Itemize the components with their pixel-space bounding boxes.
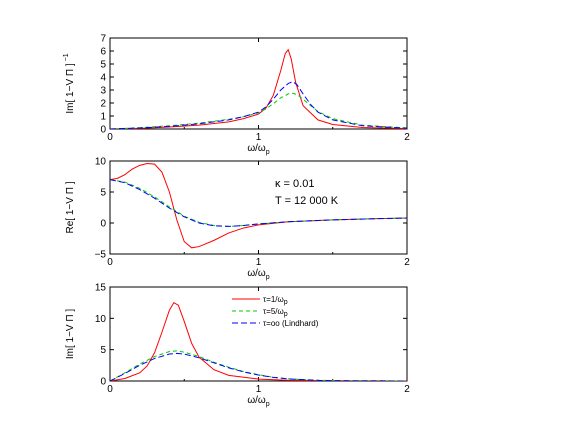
legend: τ=1/ωpτ=5/ωpτ=oo (Lindhard) [232,295,319,328]
y-axis-label: Im[ 1−V Π ] −1 [63,53,76,113]
x-tick-label: 0 [107,384,113,395]
y-tick-label: 0 [100,125,106,136]
panel-3: 0 1 2 0 5 10 15 ω/ωp Im[ 1−V Π ] τ=1/ωpτ=5/ωpτ=oo… [65,283,410,409]
annotation-1: κ = 0.01 [275,178,314,190]
y-tick-label: 3 [100,86,106,97]
y-tick-label: 5 [100,188,106,199]
x-tick-label: 0 [107,132,113,143]
y-tick-label: 0 [100,377,106,388]
series-line-1 [110,301,407,381]
y-tick-label: 10 [95,314,107,325]
x-tick-label: 2 [404,384,410,395]
x-tick-label: 1 [256,132,262,143]
x-tick-label: 1 [256,384,262,395]
y-tick-label: 4 [100,73,106,84]
plot-frame [109,37,408,130]
y-tick-label: 6 [100,47,106,58]
series-line-3 [110,352,407,381]
plot-frame [109,286,408,382]
x-tick-label: 2 [404,257,410,268]
y-tick-label: 15 [95,283,107,294]
x-tick-label: 2 [404,132,410,143]
series-line-3 [110,80,407,129]
y-tick-label: 0 [100,219,106,230]
series-line-2 [110,92,407,129]
y-tick-label: 1 [100,112,106,123]
y-tick-label: 2 [100,99,106,110]
y-tick-label: 5 [100,345,106,356]
x-tick-label: 0 [107,257,113,268]
annotation-2: T = 12 000 K [275,195,339,207]
y-axis-label: Re[ 1−V Π ] [65,181,76,233]
series-line-1 [110,162,407,249]
y-tick-label: 10 [95,157,107,168]
series-line-1 [110,48,407,129]
x-axis-label: ω/ωp [247,268,269,281]
plot-frame [109,160,408,255]
x-axis-label: ω/ωp [247,395,269,408]
legend-label-1: τ=1/ωp [263,295,288,306]
y-tick-label: −5 [95,250,107,261]
x-tick-label: 1 [256,257,262,268]
series-line-2 [110,350,407,381]
series-line-3 [110,179,407,227]
y-axis-label: Im[ 1−V Π ] [65,309,76,360]
x-axis-label: ω/ωp [247,143,269,156]
legend-label-3: τ=oo (Lindhard) [263,319,319,328]
legend-label-2: τ=5/ωp [263,307,288,318]
y-tick-label: 7 [100,34,106,45]
y-tick-label: 5 [100,60,106,71]
